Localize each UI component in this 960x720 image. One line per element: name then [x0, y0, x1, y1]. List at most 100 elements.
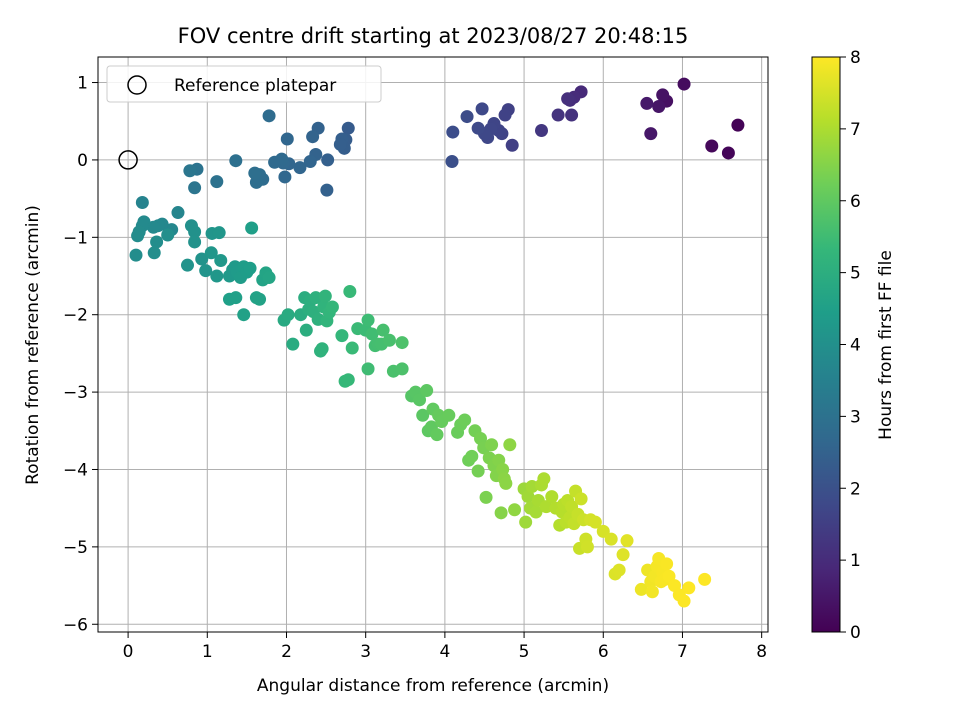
data-point	[634, 582, 648, 596]
data-point	[485, 438, 499, 452]
reference-platepar-marker	[118, 150, 138, 170]
data-point	[303, 154, 317, 168]
data-point	[620, 534, 634, 548]
data-point	[345, 341, 359, 355]
scatter-points	[129, 77, 745, 608]
data-point	[382, 333, 396, 347]
data-point	[376, 323, 390, 337]
data-point	[299, 323, 313, 337]
y-tick-label: −3	[63, 383, 88, 403]
data-point	[652, 100, 666, 114]
data-point	[212, 226, 226, 240]
data-point	[604, 532, 618, 546]
y-tick-label: −6	[63, 615, 88, 635]
data-point	[180, 258, 194, 272]
colorbar-label: Hours from first FF file	[876, 250, 896, 440]
data-point	[430, 428, 444, 442]
data-point	[416, 408, 430, 422]
x-tick-label: 7	[677, 642, 688, 662]
data-point	[188, 225, 202, 239]
data-point	[521, 490, 535, 504]
chart-title: FOV centre drift starting at 2023/08/27 …	[178, 24, 689, 48]
data-point	[471, 464, 485, 478]
data-point	[445, 154, 459, 168]
data-point	[682, 581, 696, 595]
data-point	[325, 300, 339, 314]
x-tick-label: 8	[756, 642, 767, 662]
colorbar-tick-label: 3	[850, 407, 861, 427]
colorbar-tick-label: 6	[850, 192, 861, 212]
data-point	[458, 413, 472, 427]
colorbar-tick-label: 4	[850, 336, 861, 356]
data-point	[505, 138, 519, 152]
legend-label: Reference platepar	[174, 76, 336, 96]
data-point	[561, 92, 575, 106]
data-point	[551, 108, 565, 122]
data-point	[335, 329, 349, 343]
data-point	[442, 408, 456, 422]
x-tick-label: 6	[598, 642, 609, 662]
data-point	[698, 572, 712, 586]
colorbar-tick-label: 2	[850, 479, 861, 499]
colorbar-tick-label: 0	[850, 623, 861, 643]
data-point	[361, 313, 375, 327]
data-point	[503, 438, 517, 452]
data-point	[537, 472, 551, 486]
legend-box	[106, 65, 382, 103]
data-point	[471, 121, 485, 135]
x-tick-label: 5	[519, 642, 530, 662]
y-axis-label: Rotation from reference (arcmin)	[23, 205, 43, 485]
y-tick-label: −5	[63, 538, 88, 558]
data-point	[333, 137, 347, 151]
data-point	[210, 175, 224, 189]
data-point	[498, 108, 512, 122]
colorbar-ticks: 0 1 2 3 4 5 6 7 8	[840, 48, 861, 643]
data-point	[721, 146, 735, 160]
data-point	[199, 264, 213, 278]
data-point	[306, 130, 320, 144]
x-tick-label: 0	[123, 642, 134, 662]
data-point	[146, 220, 160, 234]
data-point	[612, 563, 626, 577]
data-point	[268, 155, 282, 169]
colorbar-tick-label: 7	[850, 120, 861, 140]
data-point	[588, 515, 602, 529]
data-point	[321, 153, 335, 167]
data-point	[293, 161, 307, 175]
legend: Reference platepar	[106, 65, 382, 103]
data-point	[660, 557, 674, 571]
x-axis-ticks: 0 1 2 3 4 5 6 7 8	[123, 632, 767, 662]
data-point	[545, 490, 559, 504]
data-point	[413, 393, 427, 407]
data-point	[508, 503, 522, 517]
data-point	[616, 548, 630, 562]
colorbar: 0 1 2 3 4 5 6 7 8 Hours from first FF file	[811, 48, 896, 643]
data-point	[286, 337, 300, 351]
data-point	[574, 492, 588, 506]
colorbar-tick-label: 1	[850, 551, 861, 571]
data-point	[262, 109, 276, 123]
data-point	[204, 246, 218, 260]
data-point	[129, 248, 143, 262]
data-point	[188, 235, 202, 249]
data-point	[645, 585, 659, 599]
data-point	[580, 540, 594, 554]
data-point	[365, 327, 379, 341]
data-point	[318, 289, 332, 303]
x-axis-label: Angular distance from reference (arcmin)	[257, 676, 609, 696]
data-point	[253, 292, 267, 306]
data-point	[341, 121, 355, 135]
colorbar-tick-label: 5	[850, 264, 861, 284]
data-point	[677, 594, 691, 608]
data-point	[237, 308, 251, 322]
y-tick-label: −4	[63, 460, 88, 480]
data-point	[245, 221, 259, 235]
data-point	[677, 77, 691, 91]
data-point	[131, 229, 145, 243]
data-point	[420, 384, 434, 398]
data-point	[460, 110, 474, 124]
y-tick-label: −1	[63, 228, 88, 248]
data-point	[243, 261, 257, 275]
data-point	[731, 118, 745, 132]
data-point	[150, 235, 164, 249]
